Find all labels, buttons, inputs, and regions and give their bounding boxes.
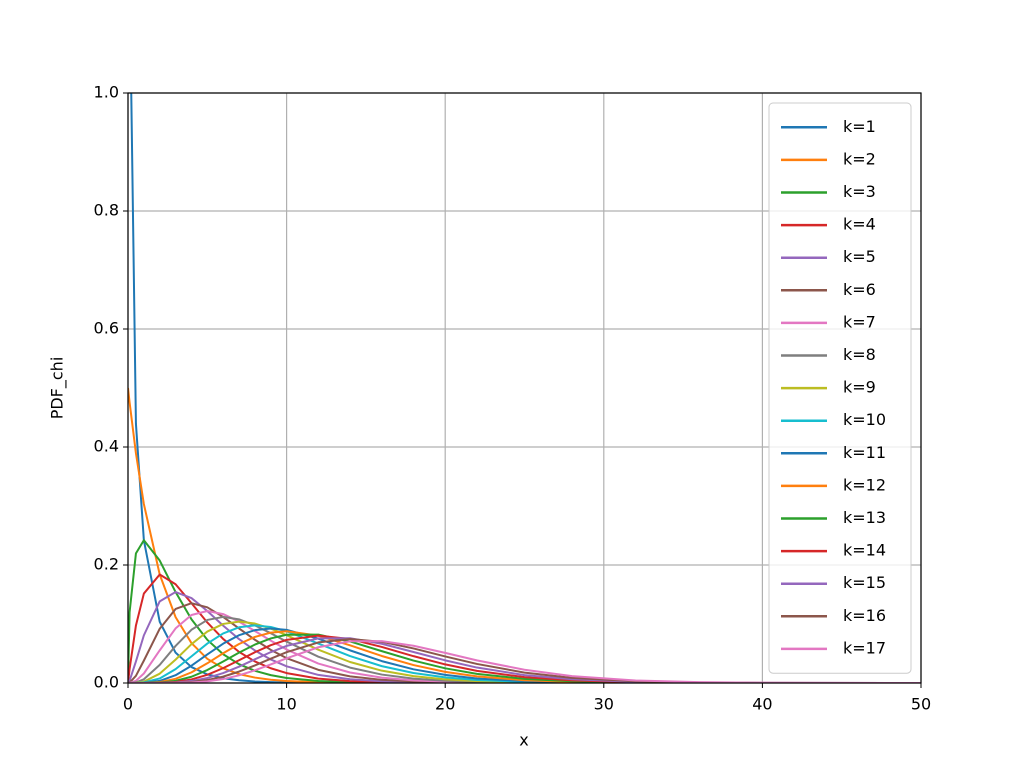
legend-label: k=8 — [843, 345, 876, 364]
legend-label: k=6 — [843, 280, 876, 299]
x-tick-label: 50 — [911, 695, 931, 714]
series-line — [128, 573, 921, 683]
legend-label: k=10 — [843, 410, 886, 429]
legend-label: k=17 — [843, 638, 886, 657]
legend-box — [768, 102, 912, 674]
series-line — [128, 638, 921, 683]
legend-label: k=3 — [843, 182, 876, 201]
x-axis-label: x — [519, 731, 528, 750]
legend-label: k=11 — [843, 443, 886, 462]
series-line — [128, 591, 921, 683]
legend-label: k=5 — [843, 247, 876, 266]
x-tick-label: 20 — [435, 695, 455, 714]
legend: k=1 k=2 k=3 k=4 k=5 k=6 k=7 k=8 k=9 k=10 k=11 k=12 k… — [768, 102, 912, 674]
y-tick-label: 1.0 — [94, 83, 119, 102]
legend-label: k=14 — [843, 541, 886, 560]
x-tick-label: 10 — [276, 695, 296, 714]
legend-label: k=4 — [843, 215, 876, 234]
y-tick-label: 0.0 — [94, 673, 119, 692]
series-line — [128, 539, 921, 683]
y-tick-label: 0.2 — [94, 555, 119, 574]
legend-label: k=9 — [843, 378, 876, 397]
x-tick-label: 0 — [123, 695, 133, 714]
legend-label: k=7 — [843, 312, 876, 331]
ticks: 0 10 20 30 40 50 0.0 0.2 0.4 0.6 0.8 1.0 — [94, 83, 932, 714]
legend-label: k=16 — [843, 606, 886, 625]
axes-frame — [127, 92, 922, 684]
legend-label: k=2 — [843, 149, 876, 168]
y-tick-label: 0.4 — [94, 437, 119, 456]
x-tick-label: 40 — [752, 695, 772, 714]
x-tick-label: 30 — [594, 695, 614, 714]
y-axis-label: PDF_chi — [48, 357, 68, 420]
legend-label: k=1 — [843, 117, 876, 136]
y-tick-label: 0.8 — [94, 201, 119, 220]
legend-label: k=13 — [843, 508, 886, 527]
series-line — [128, 640, 921, 683]
legend-label: k=12 — [843, 475, 886, 494]
legend-label: k=15 — [843, 573, 886, 592]
y-tick-label: 0.6 — [94, 319, 119, 338]
